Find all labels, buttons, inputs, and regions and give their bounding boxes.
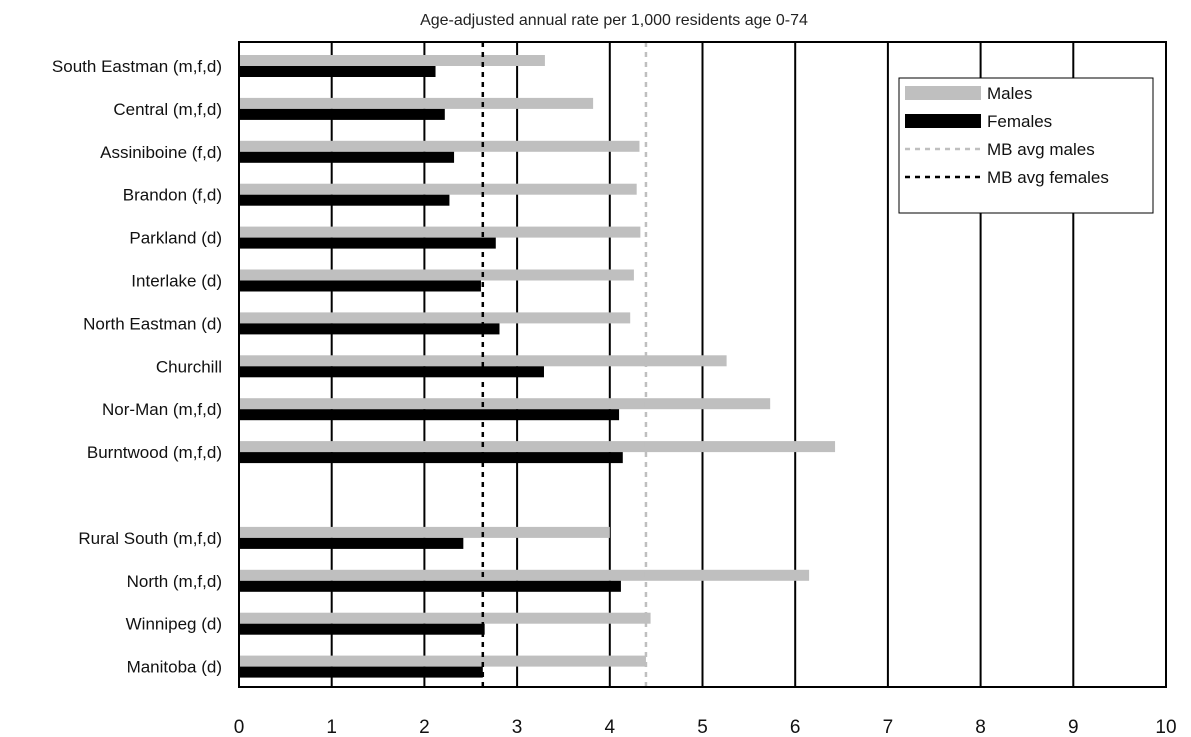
x-tick-label: 6 — [790, 717, 801, 737]
bar-females — [239, 194, 450, 206]
bar-males — [239, 183, 637, 195]
bar-females — [239, 108, 445, 120]
bar-females — [239, 409, 620, 421]
category-labels: South Eastman (m,f,d) Central (m,f,d) Assi… — [52, 57, 222, 677]
bar-females — [239, 323, 500, 335]
bar-females — [239, 580, 621, 592]
category-label: Assiniboine (f,d) — [100, 143, 222, 162]
plot-frame — [238, 41, 1167, 688]
category-label: Winnipeg (d) — [126, 615, 222, 634]
legend-box — [898, 77, 1154, 214]
bar-males — [239, 55, 545, 66]
bar-females — [239, 452, 623, 464]
x-tick-label: 5 — [697, 717, 708, 737]
bar-females — [239, 237, 496, 249]
x-tick-label: 10 — [1155, 717, 1176, 737]
legend-label: Females — [987, 112, 1052, 131]
legend: Males Females MB avg males MB avg females — [898, 77, 1154, 214]
bar-males — [239, 526, 610, 538]
category-label: Nor-Man (m,f,d) — [102, 400, 222, 419]
bar-males — [239, 269, 634, 281]
category-label: North (m,f,d) — [127, 572, 222, 591]
category-label: Interlake (d) — [131, 272, 222, 291]
bar-females — [239, 537, 464, 549]
x-tick-labels: 0 1 2 3 4 5 6 7 8 9 10 — [234, 717, 1177, 737]
legend-swatch — [905, 86, 981, 100]
x-tick-label: 9 — [1068, 717, 1079, 737]
bar-males — [239, 398, 771, 410]
category-label: Parkland (d) — [129, 229, 222, 248]
chart-title: Age-adjusted annual rate per 1,000 resid… — [420, 12, 808, 29]
reference-lines — [481, 42, 648, 687]
legend-swatch — [905, 114, 981, 128]
x-tick-label: 2 — [419, 717, 430, 737]
bars — [239, 55, 836, 678]
x-tick-label: 3 — [512, 717, 523, 737]
bar-females — [239, 666, 483, 678]
legend-label: MB avg females — [987, 168, 1109, 187]
category-label: Central (m,f,d) — [113, 100, 222, 119]
category-label: Rural South (m,f,d) — [78, 529, 222, 548]
bar-males — [239, 140, 640, 152]
category-label: South Eastman (m,f,d) — [52, 57, 222, 76]
bar-females — [239, 151, 455, 163]
bar-males — [239, 226, 641, 238]
category-label: Brandon (f,d) — [123, 186, 222, 205]
category-label: Manitoba (d) — [127, 658, 222, 677]
bar-males — [239, 569, 810, 581]
bar-males — [239, 97, 594, 109]
legend-label: Males — [987, 84, 1032, 103]
bar-females — [239, 66, 436, 77]
x-tick-label: 0 — [234, 717, 245, 737]
bar-males — [239, 655, 646, 667]
legend-label: MB avg males — [987, 140, 1095, 159]
category-label: North Eastman (d) — [83, 314, 222, 333]
x-tick-label: 7 — [883, 717, 894, 737]
x-tick-label: 4 — [605, 717, 616, 737]
bar-males — [239, 441, 836, 453]
category-label: Churchill — [156, 357, 222, 376]
bar-females — [239, 280, 481, 292]
bar-males — [239, 612, 651, 624]
bar-females — [239, 623, 485, 635]
bar-males — [239, 312, 631, 324]
bar-females — [239, 366, 544, 378]
x-tick-label: 1 — [326, 717, 337, 737]
category-label: Burntwood (m,f,d) — [87, 443, 222, 462]
x-tick-label: 8 — [975, 717, 986, 737]
bar-males — [239, 355, 727, 367]
